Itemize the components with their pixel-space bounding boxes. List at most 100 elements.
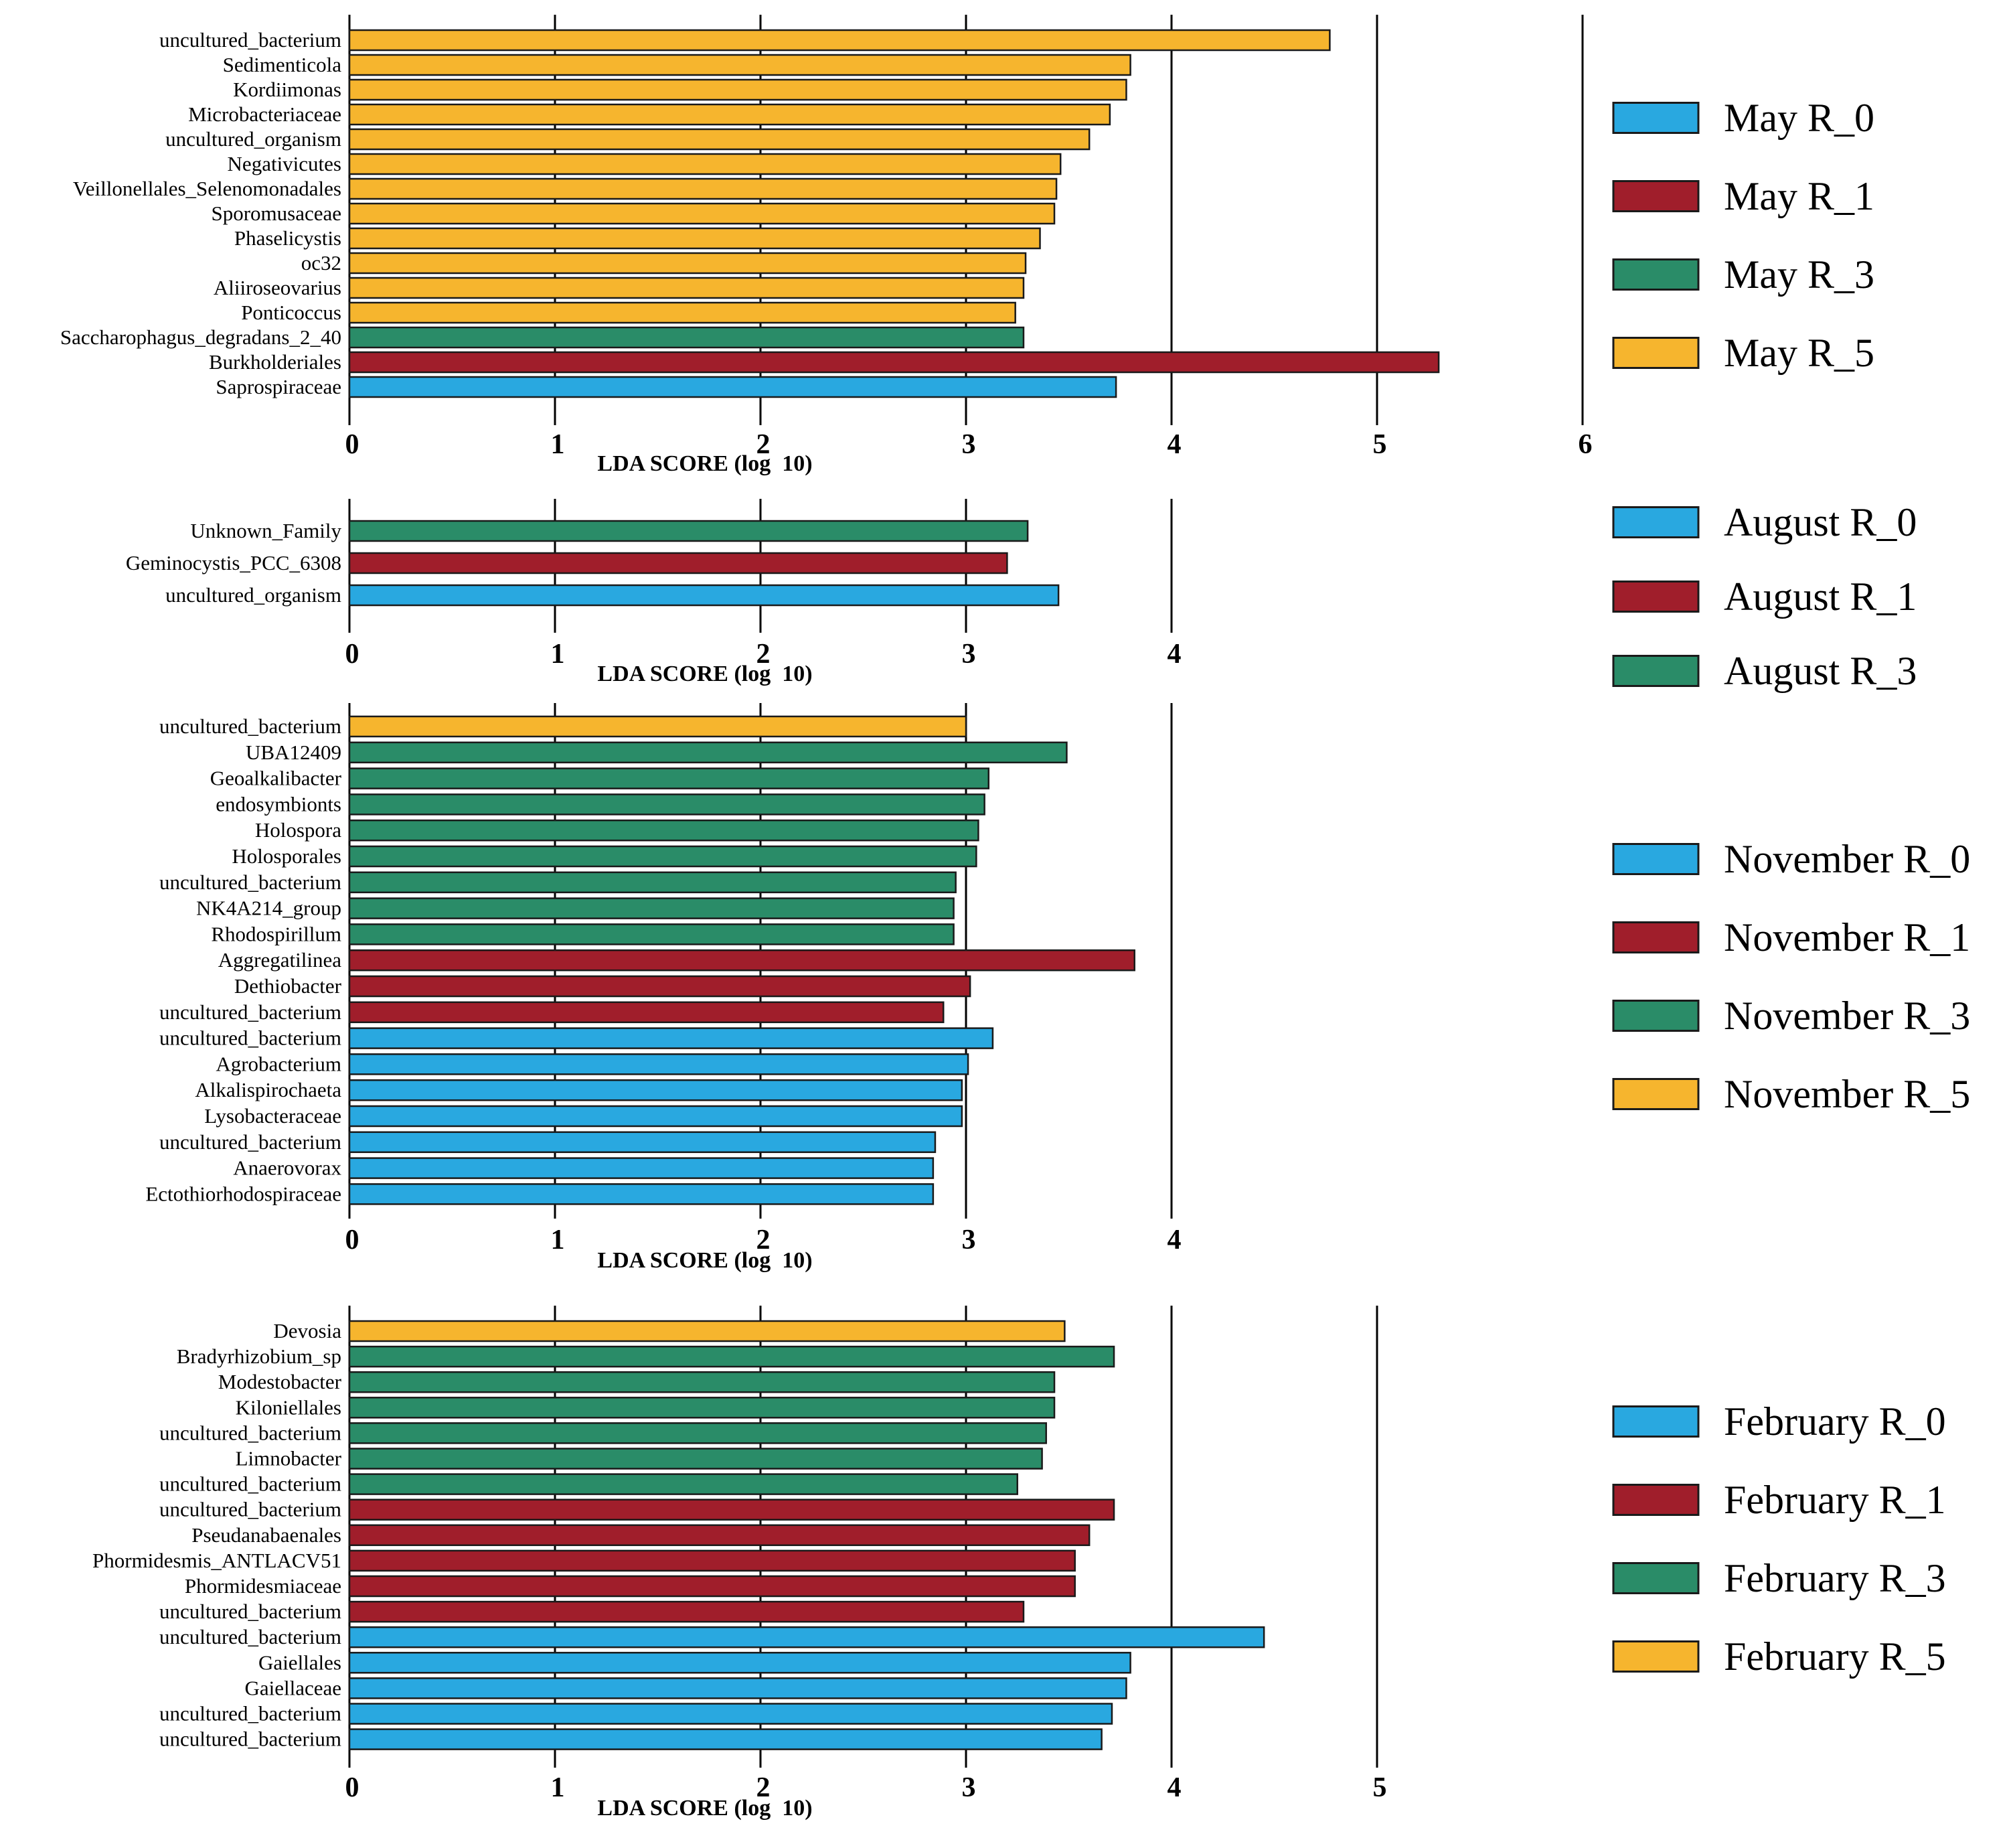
bar-may-3 (348, 103, 1111, 126)
tick-label-february-3: 3 (962, 1772, 976, 1803)
legend-swatch-august-r_3 (1612, 655, 1700, 687)
category-label-august-0: Unknown_Family (190, 519, 341, 542)
category-label-february-6: uncultured_bacterium (159, 1472, 341, 1496)
legend-swatch-november-r_1 (1612, 921, 1700, 953)
bar-november-4 (348, 819, 979, 842)
bar-may-9 (348, 252, 1027, 275)
tick-label-november-2: 2 (756, 1225, 771, 1255)
legend-label-february-r_5: February R_5 (1724, 1634, 1946, 1679)
category-label-february-0: Devosia (273, 1319, 341, 1342)
legend-label-november-r_0: November R_0 (1724, 837, 1970, 881)
bar-may-1 (348, 54, 1131, 76)
category-label-may-5: Negativicutes (228, 152, 341, 175)
tick-label-february-4: 4 (1168, 1772, 1182, 1803)
bar-february-5 (348, 1448, 1043, 1470)
bar-november-14 (348, 1079, 963, 1101)
category-label-november-3: endosymbionts (216, 792, 341, 816)
bar-february-4 (348, 1422, 1047, 1444)
bar-february-16 (348, 1728, 1103, 1750)
legend-swatch-november-r_3 (1612, 1000, 1700, 1032)
category-label-may-9: oc32 (301, 251, 341, 275)
bar-november-11 (348, 1001, 945, 1024)
tick-label-may-0: 0 (345, 429, 359, 460)
tick-label-november-0: 0 (345, 1225, 359, 1255)
tick-label-november-3: 3 (962, 1225, 976, 1255)
axis-title-august: LDA SCORE (log 10) (597, 662, 812, 686)
tick-label-may-2: 2 (756, 429, 771, 460)
tick-label-may-5: 5 (1373, 429, 1387, 460)
legend-swatch-february-r_5 (1612, 1640, 1700, 1673)
bar-february-3 (348, 1397, 1056, 1419)
tick-label-august-0: 0 (345, 639, 359, 670)
bar-november-6 (348, 871, 957, 894)
category-label-november-12: uncultured_bacterium (159, 1026, 341, 1050)
category-label-november-8: Rhodospirillum (211, 922, 341, 945)
bar-november-15 (348, 1105, 963, 1128)
bar-may-4 (348, 128, 1091, 151)
bar-may-2 (348, 78, 1127, 101)
legend-swatch-may-r_1 (1612, 180, 1700, 212)
category-label-may-4: uncultured_organism (165, 127, 341, 151)
legend-label-august-r_3: August R_3 (1724, 649, 1917, 693)
legend-swatch-may-r_3 (1612, 258, 1700, 291)
bar-november-2 (348, 767, 990, 789)
legend-swatch-august-r_1 (1612, 581, 1700, 613)
category-label-november-1: UBA12409 (246, 741, 341, 764)
legend-label-may-r_0: May R_0 (1724, 96, 1874, 140)
legend-may: May R_0 May R_1 May R_3 May R_5 (1612, 96, 1874, 375)
bar-february-9 (348, 1549, 1076, 1572)
tick-label-august-2: 2 (756, 639, 771, 670)
category-label-may-12: Saccharophagus_degradans_2_40 (60, 325, 341, 349)
category-label-may-7: Sporomusaceae (211, 202, 341, 225)
category-label-may-10: Aliiroseovarius (214, 276, 341, 299)
legend-swatch-may-r_0 (1612, 102, 1700, 134)
bar-november-18 (348, 1183, 935, 1205)
category-label-february-16: uncultured_bacterium (159, 1727, 341, 1751)
bar-february-7 (348, 1498, 1115, 1521)
tick-label-august-1: 1 (551, 639, 565, 670)
bar-august-0 (348, 520, 1029, 542)
category-label-may-0: uncultured_bacterium (159, 28, 341, 52)
legend-label-february-r_0: February R_0 (1724, 1399, 1946, 1444)
category-label-november-13: Agrobacterium (216, 1052, 341, 1075)
bar-may-8 (348, 227, 1041, 250)
bar-may-14 (348, 376, 1117, 398)
bar-february-14 (348, 1677, 1127, 1699)
legend-swatch-may-r_5 (1612, 337, 1700, 369)
legend-swatch-november-r_5 (1612, 1078, 1700, 1110)
category-label-february-10: Phormidesmiaceae (185, 1574, 341, 1598)
category-label-november-7: NK4A214_group (196, 897, 341, 920)
tick-label-november-1: 1 (551, 1225, 565, 1255)
panel-february: DevosiaBradyrhizobium_spModestobacterKil… (92, 1306, 1946, 1821)
category-label-august-2: uncultured_organism (165, 583, 341, 607)
category-label-february-1: Bradyrhizobium_sp (177, 1344, 341, 1368)
bar-may-7 (348, 202, 1056, 225)
bar-february-15 (348, 1703, 1113, 1725)
tick-label-august-3: 3 (962, 639, 976, 670)
category-label-february-7: uncultured_bacterium (159, 1498, 341, 1521)
panel-august: Unknown_Family Geminocystis_PCC_6308uncul… (126, 499, 1917, 693)
bar-november-3 (348, 793, 985, 816)
category-label-february-2: Modestobacter (218, 1370, 342, 1393)
tick-label-may-6: 6 (1579, 429, 1593, 460)
legend-label-may-r_5: May R_5 (1724, 331, 1874, 375)
category-label-february-13: Gaiellales (258, 1650, 341, 1674)
legend-label-november-r_3: November R_3 (1724, 994, 1970, 1038)
bar-february-0 (348, 1320, 1066, 1342)
category-label-may-11: Ponticoccus (241, 301, 341, 324)
bar-november-13 (348, 1053, 969, 1075)
bar-november-0 (348, 715, 967, 738)
legend-label-may-r_1: May R_1 (1724, 174, 1874, 218)
legend-label-february-r_3: February R_3 (1724, 1556, 1946, 1600)
category-label-may-14: Saprospiraceae (216, 375, 341, 398)
bar-november-8 (348, 923, 955, 945)
legend-label-august-r_0: August R_0 (1724, 500, 1917, 544)
bar-august-2 (348, 584, 1060, 607)
category-label-november-9: Aggregatilinea (218, 948, 341, 972)
legend-august: August R_0 August R_1 August R_3 (1612, 500, 1917, 693)
bar-february-8 (348, 1524, 1091, 1547)
category-label-november-4: Holospora (255, 818, 341, 842)
legend-label-may-r_3: May R_3 (1724, 252, 1874, 297)
legend-february: February R_0 February R_1 February R_3 Febr… (1612, 1399, 1946, 1679)
